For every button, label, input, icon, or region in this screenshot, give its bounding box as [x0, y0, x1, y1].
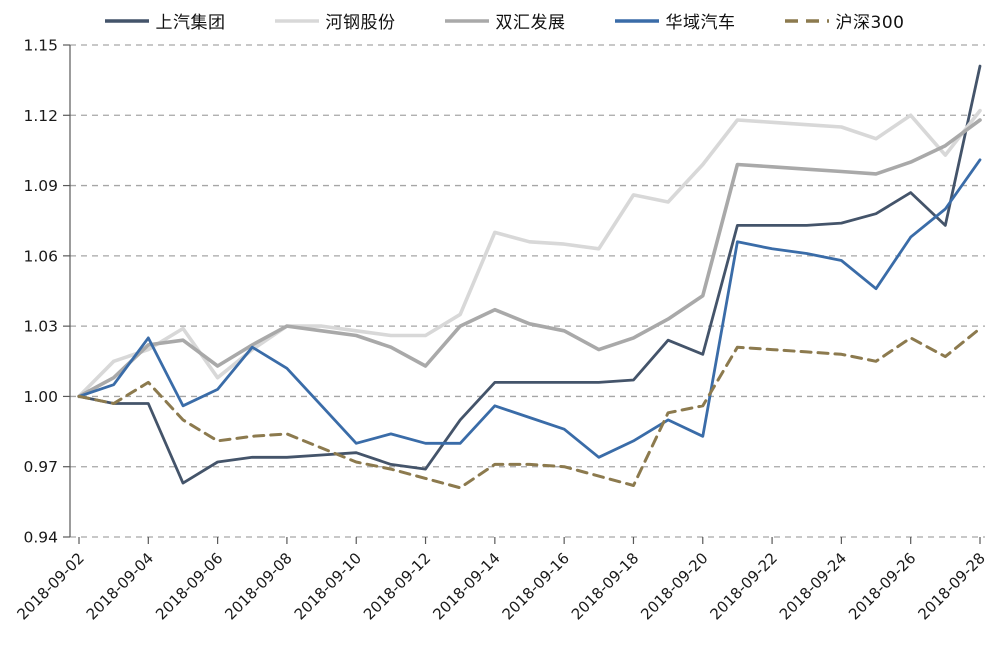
- legend-item-华域汽车: 华域汽车: [614, 8, 736, 33]
- x-axis-tick-label: 2018-09-28: [914, 549, 988, 623]
- legend-line-swatch: [614, 18, 659, 23]
- x-axis-tick-label: 2018-09-14: [429, 549, 503, 623]
- legend-label: 上汽集团: [155, 13, 226, 33]
- x-axis-tick-label: 2018-09-04: [83, 549, 157, 623]
- x-axis-tick-label: 2018-09-06: [152, 549, 226, 623]
- legend-item-上汽集团: 上汽集团: [104, 8, 226, 33]
- legend-item-河钢股份: 河钢股份: [274, 8, 396, 33]
- legend-line-swatch: [274, 18, 319, 23]
- gridlines: [70, 44, 985, 538]
- legend-line-swatch: [444, 18, 489, 23]
- legend-label: 双汇发展: [495, 13, 566, 33]
- y-axis-tick-label: 1.06: [23, 247, 58, 265]
- y-axis-tick-label: 1.09: [23, 177, 58, 195]
- series-line-沪深300: [77, 327, 982, 490]
- series-line-华域汽车: [77, 158, 982, 459]
- series-line-河钢股份: [77, 108, 982, 399]
- legend-item-沪深300: 沪深300: [784, 8, 905, 33]
- series-lines: [77, 64, 982, 490]
- x-axis-tick-label: 2018-09-20: [637, 549, 711, 623]
- x-axis-tick-label: 2018-09-26: [845, 549, 919, 623]
- x-axis-tick-label: 2018-09-08: [221, 549, 295, 623]
- x-axis-tick-label: 2018-09-10: [291, 549, 365, 623]
- axes: 0.94 0.97 1.00 1.03 1.06 1.09 1.12 1.15 2018-09-…: [13, 37, 988, 624]
- series-line-双汇发展: [77, 118, 982, 399]
- legend-label: 河钢股份: [325, 13, 396, 33]
- x-axis-tick-label: 2018-09-12: [360, 549, 434, 623]
- x-axis-tick-label: 2018-09-18: [568, 549, 642, 623]
- y-axis-tick-label: 0.94: [23, 529, 58, 547]
- series-line-上汽集团: [77, 64, 982, 485]
- chart-legend: 上汽集团 河钢股份 双汇发展 华域汽车 沪深300: [0, 8, 1008, 33]
- legend-line-swatch: [784, 18, 829, 23]
- legend-label: 华域汽车: [665, 13, 736, 33]
- y-axis-tick-label: 1.03: [23, 318, 58, 336]
- x-axis-tick-label: 2018-09-24: [776, 549, 850, 623]
- y-axis-tick-label: 1.12: [23, 107, 58, 125]
- y-axis-tick-label: 0.97: [23, 458, 58, 476]
- x-axis-tick-label: 2018-09-02: [13, 549, 87, 623]
- legend-item-双汇发展: 双汇发展: [444, 8, 566, 33]
- legend-line-swatch: [104, 18, 149, 23]
- y-axis-tick-label: 1.00: [23, 388, 58, 406]
- x-axis-tick-label: 2018-09-22: [707, 549, 781, 623]
- y-axis-tick-label: 1.15: [23, 37, 58, 55]
- x-axis-tick-label: 2018-09-16: [499, 549, 573, 623]
- legend-label: 沪深300: [835, 13, 905, 33]
